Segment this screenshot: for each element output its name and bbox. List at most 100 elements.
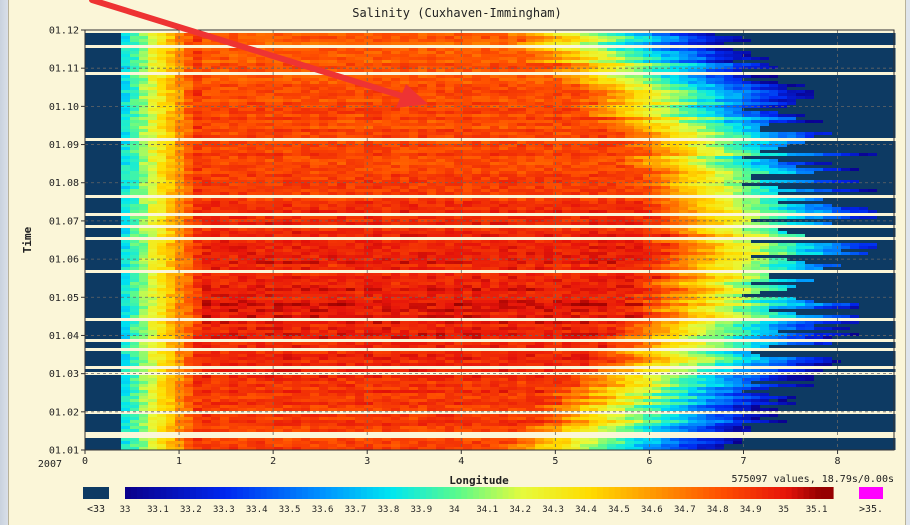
heatmap-cell — [661, 150, 671, 153]
heatmap-row — [85, 48, 896, 51]
heatmap-cell — [427, 117, 437, 120]
heatmap-cell — [652, 129, 662, 132]
heatmap-cell — [706, 141, 716, 144]
heatmap-cell — [832, 90, 842, 93]
heatmap-cell — [625, 207, 635, 210]
heatmap-cell — [355, 117, 365, 120]
heatmap-cell — [373, 90, 383, 93]
heatmap-cell — [445, 105, 455, 108]
heatmap-cell — [859, 150, 869, 153]
heatmap-cell — [445, 102, 455, 105]
heatmap-cell — [670, 120, 680, 123]
heatmap-cell — [805, 54, 815, 57]
heatmap-cell — [697, 186, 707, 189]
heatmap-cell — [319, 207, 329, 210]
heatmap-cell — [562, 150, 572, 153]
heatmap-cell — [850, 57, 860, 60]
heatmap-cell — [319, 129, 329, 132]
heatmap-cell — [697, 141, 707, 144]
heatmap-cell — [508, 78, 518, 81]
heatmap-cell — [355, 78, 365, 81]
heatmap-cell — [886, 198, 896, 201]
heatmap-cell — [256, 111, 266, 114]
heatmap-cell — [535, 96, 545, 99]
heatmap-cell — [715, 57, 725, 60]
heatmap-cell — [535, 159, 545, 162]
heatmap-cell — [121, 147, 131, 150]
heatmap-cell — [427, 84, 437, 87]
heatmap-cell — [391, 87, 401, 90]
heatmap-cell — [562, 174, 572, 177]
heatmap-cell — [391, 48, 401, 51]
heatmap-cell — [319, 63, 329, 66]
heatmap-cell — [202, 201, 212, 204]
heatmap-cell — [544, 90, 554, 93]
heatmap-cell — [445, 192, 455, 195]
heatmap-cell — [220, 153, 230, 156]
heatmap-cell — [652, 60, 662, 63]
heatmap-cell — [508, 51, 518, 54]
heatmap-cell — [688, 48, 698, 51]
heatmap-cell — [301, 57, 311, 60]
heatmap-cell — [112, 123, 122, 126]
heatmap-cell — [643, 117, 653, 120]
heatmap-cell — [706, 69, 716, 72]
heatmap-cell — [607, 201, 617, 204]
heatmap-cell — [328, 120, 338, 123]
heatmap-cell — [418, 180, 428, 183]
heatmap-cell — [148, 171, 158, 174]
heatmap-cell — [616, 135, 626, 138]
heatmap-cell — [238, 51, 248, 54]
heatmap-cell — [499, 36, 509, 39]
heatmap-cell — [85, 117, 95, 120]
heatmap-cell — [526, 135, 536, 138]
heatmap-cell — [535, 135, 545, 138]
heatmap-cell — [544, 96, 554, 99]
heatmap-cell — [625, 102, 635, 105]
heatmap-cell — [175, 204, 185, 207]
heatmap-cell — [796, 108, 806, 111]
heatmap-cell — [463, 168, 473, 171]
heatmap-cell — [589, 108, 599, 111]
heatmap-cell — [688, 129, 698, 132]
heatmap-cell — [445, 126, 455, 129]
heatmap-cell — [193, 75, 203, 78]
heatmap-cell — [634, 84, 644, 87]
heatmap-cell — [859, 123, 869, 126]
heatmap-cell — [697, 192, 707, 195]
heatmap-cell — [832, 186, 842, 189]
heatmap-cell — [859, 66, 869, 69]
heatmap-cell — [112, 48, 122, 51]
heatmap-row — [85, 156, 896, 159]
heatmap-cell — [535, 129, 545, 132]
heatmap-cell — [211, 60, 221, 63]
heatmap-cell — [661, 189, 671, 192]
heatmap-cell — [724, 66, 734, 69]
heatmap-cell — [517, 132, 527, 135]
heatmap-cell — [490, 162, 500, 165]
heatmap-cell — [103, 69, 113, 72]
heatmap-cell — [670, 108, 680, 111]
heatmap-cell — [256, 159, 266, 162]
heatmap-cell — [301, 126, 311, 129]
heatmap-cell — [670, 156, 680, 159]
heatmap-cell — [805, 36, 815, 39]
heatmap-cell — [373, 141, 383, 144]
heatmap-cell — [373, 93, 383, 96]
heatmap-cell — [310, 93, 320, 96]
heatmap-cell — [454, 162, 464, 165]
heatmap-cell — [832, 84, 842, 87]
heatmap-cell — [130, 108, 140, 111]
heatmap-cell — [769, 33, 779, 36]
heatmap-cell — [472, 51, 482, 54]
heatmap-cell — [724, 204, 734, 207]
heatmap-cell — [103, 111, 113, 114]
heatmap-cell — [481, 192, 491, 195]
heatmap-cell — [805, 168, 815, 171]
heatmap-cell — [256, 162, 266, 165]
heatmap-cell — [202, 186, 212, 189]
heatmap-cell — [805, 162, 815, 165]
heatmap-cell — [481, 33, 491, 36]
heatmap-cell — [679, 78, 689, 81]
heatmap-cell — [220, 156, 230, 159]
